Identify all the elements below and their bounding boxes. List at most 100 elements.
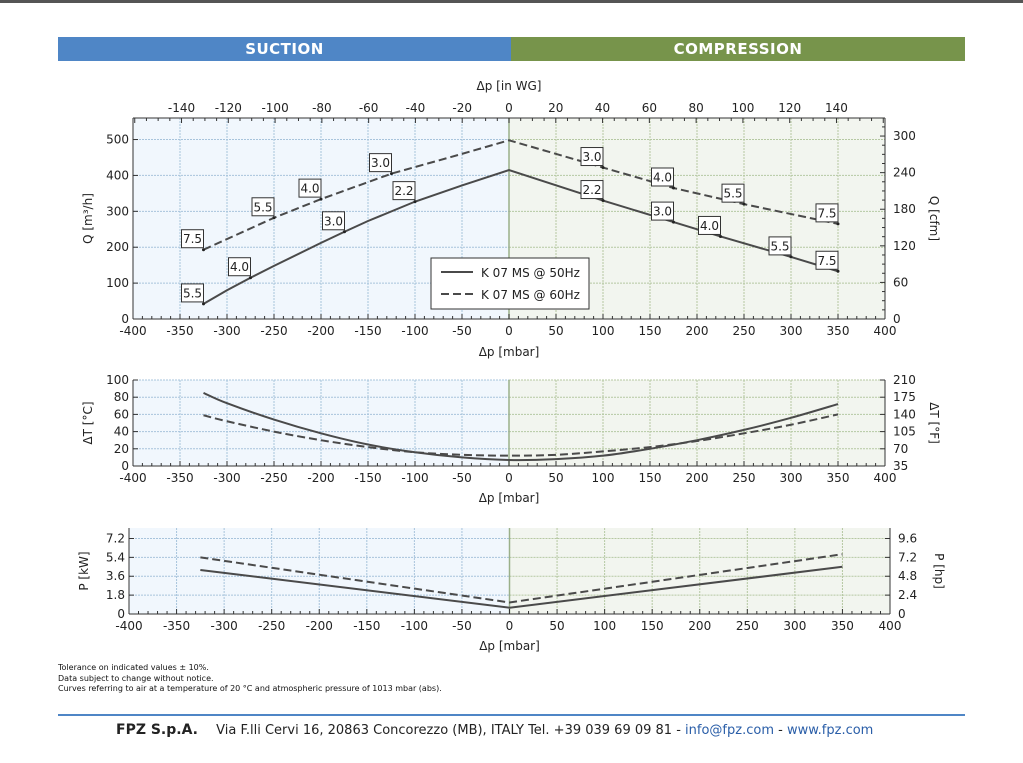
data-label: 3.0 [582, 150, 601, 164]
note-change: Data subject to change without notice. [58, 673, 214, 683]
company-name: FPZ S.p.A. [116, 722, 199, 738]
x-tick-label: -50 [452, 619, 472, 633]
data-label-box [369, 153, 392, 173]
y-right-tick-label: 60 [893, 275, 908, 289]
y-right-tick-label: 70 [893, 442, 908, 456]
x-tick-label: -100 [401, 471, 428, 485]
data-label: 7.5 [817, 254, 836, 268]
x-tick-label: 150 [639, 324, 662, 338]
x-tick-label: -350 [166, 471, 193, 485]
data-label: 4.0 [300, 182, 319, 196]
footer-divider [58, 714, 965, 716]
y-right-tick-label: 0 [893, 312, 901, 326]
footer: FPZ S.p.A. Via F.lli Cervi 16, 20863 Con… [116, 722, 873, 738]
x-tick-label: -400 [115, 619, 142, 633]
data-label: 3.0 [324, 214, 343, 228]
data-point [719, 234, 722, 238]
note-conditions: Curves referring to air at a temperature… [58, 684, 442, 693]
y-right-tick-label: 7.2 [898, 550, 917, 564]
series-line-60hz [200, 553, 843, 604]
x-tick-label: 350 [827, 471, 850, 485]
x-top-axis-title: Δp [in WG] [477, 79, 542, 93]
y-tick-label: 0 [117, 607, 125, 621]
x-tick-label: 150 [641, 619, 664, 633]
legend-label: K 07 MS @ 50Hz [481, 266, 580, 280]
x-tick-label: 300 [783, 619, 806, 633]
temperature-chart: -400 -350 -300 -250 -200 -150 -100 -50 0 50 100 150… [81, 373, 941, 505]
data-point [202, 248, 205, 252]
series-line-50hz [203, 391, 839, 462]
data-point [672, 186, 675, 190]
data-label-box [651, 167, 674, 187]
data-label: 2.2 [582, 183, 601, 197]
y-tick-label: 20 [114, 442, 129, 456]
x-tick-label: -350 [163, 619, 190, 633]
data-label: 7.5 [183, 232, 202, 246]
x-tick-label: 0 [506, 619, 514, 633]
data-label-box [721, 183, 745, 203]
x-tick-label: -150 [353, 619, 380, 633]
x-tick-label: 0 [505, 324, 513, 338]
series-line-50hz [200, 565, 843, 609]
data-label-box [580, 180, 604, 200]
x-tick-label: -300 [211, 619, 238, 633]
notes: Tolerance on indicated values ± 10%. Dat… [58, 663, 442, 695]
website-link[interactable]: www.fpz.com [786, 723, 874, 738]
x-top-tick-label: -40 [406, 101, 426, 115]
y-tick-label: 40 [114, 425, 129, 439]
data-label: 4.0 [700, 219, 719, 233]
data-label: 5.5 [723, 187, 742, 201]
series-line-60hz [203, 139, 839, 251]
top-border [0, 0, 1023, 3]
y-right-tick-label: 35 [893, 459, 908, 473]
y-tick-label: 400 [106, 168, 129, 182]
y-right-tick-label: 9.6 [898, 531, 917, 545]
y-right-tick-label: 240 [893, 166, 916, 180]
x-tick-label: 50 [548, 471, 563, 485]
data-label: 2.2 [394, 184, 413, 198]
x-tick-label: 200 [686, 324, 709, 338]
data-label-box [651, 201, 674, 221]
x-tick-label: -100 [401, 324, 428, 338]
y-tick-label: 80 [114, 390, 129, 404]
data-label: 5.5 [183, 286, 202, 300]
y-axis-title: P [kW] [77, 551, 91, 590]
data-label: 4.0 [653, 170, 672, 184]
x-top-tick-label: 60 [642, 101, 657, 115]
y-tick-label: 3.6 [106, 569, 125, 583]
data-point [319, 197, 323, 201]
x-tick-label: 400 [874, 324, 897, 338]
x-tick-label: 200 [688, 619, 711, 633]
email-link[interactable]: info@fpz.com [685, 723, 774, 738]
data-label: 5.5 [770, 239, 789, 253]
x-tick-label: -400 [119, 324, 146, 338]
x-tick-label: 350 [831, 619, 854, 633]
flow-chart: -400 -350 -300 -250 -200 -150 -100 -50 0 50 100 150… [81, 79, 941, 359]
x-top-tick-label: 80 [688, 101, 703, 115]
y-tick-label: 60 [114, 407, 129, 421]
data-label: 5.5 [253, 200, 272, 214]
compression-band: COMPRESSION [511, 37, 965, 61]
data-label-box [580, 147, 604, 167]
x-top-tick-label: -60 [359, 101, 379, 115]
data-point [742, 202, 746, 206]
x-top-tick-label: 0 [505, 101, 513, 115]
data-label: 4.0 [230, 260, 249, 274]
data-point [249, 276, 252, 280]
x-top-tick-label: -80 [312, 101, 332, 115]
y-tick-label: 200 [106, 240, 129, 254]
compression-label: COMPRESSION [673, 40, 803, 58]
power-chart: -400 -350 -300 -250 -200 -150 -100 -50 0 50 100 150… [77, 528, 946, 653]
x-tick-label: -50 [452, 324, 472, 338]
y-tick-label: 0 [121, 459, 129, 473]
data-point [343, 230, 346, 234]
x-tick-label: 150 [639, 471, 662, 485]
data-point [202, 302, 205, 306]
y-right-tick-label: 4.8 [898, 569, 917, 583]
x-top-tick-label: -120 [215, 101, 242, 115]
x-tick-label: -200 [306, 619, 333, 633]
x-tick-label: -150 [354, 324, 381, 338]
suction-label: SUCTION [245, 40, 324, 58]
x-tick-label: -300 [213, 471, 240, 485]
y-right-tick-label: 180 [893, 202, 916, 216]
